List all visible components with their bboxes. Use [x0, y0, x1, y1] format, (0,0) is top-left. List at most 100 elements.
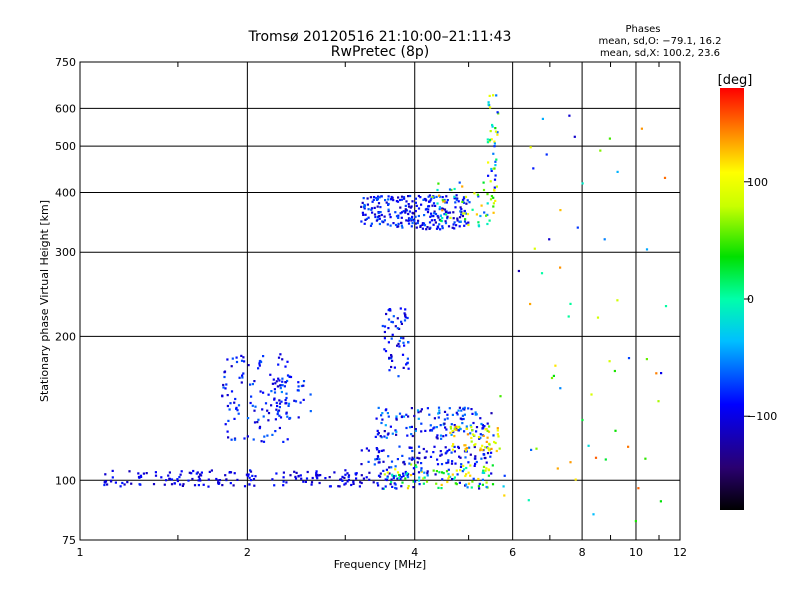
chart-title: Tromsø 20120516 21:10:00–21:11:43	[248, 29, 512, 45]
data-point	[446, 413, 449, 416]
data-point	[541, 117, 544, 120]
data-point	[347, 474, 351, 477]
data-point	[467, 471, 470, 474]
data-point	[433, 196, 436, 199]
data-point	[363, 222, 366, 225]
data-point	[477, 195, 480, 198]
data-point	[414, 197, 417, 200]
data-point	[488, 425, 491, 428]
data-point	[390, 355, 393, 358]
data-point	[384, 350, 388, 353]
data-point	[494, 160, 497, 163]
data-point	[254, 405, 257, 408]
data-point	[486, 138, 489, 141]
data-point	[455, 198, 458, 201]
data-point	[423, 456, 426, 459]
data-point	[398, 473, 401, 477]
data-point	[430, 212, 433, 215]
data-point	[429, 215, 432, 218]
data-point	[392, 222, 395, 225]
data-point	[420, 422, 423, 425]
data-point	[370, 208, 373, 211]
data-point	[218, 479, 221, 482]
data-point	[408, 210, 411, 213]
data-point	[387, 455, 390, 458]
data-point	[284, 381, 287, 384]
data-point	[535, 447, 538, 450]
data-point	[385, 201, 388, 204]
data-point	[104, 480, 108, 483]
data-point	[227, 436, 230, 439]
data-point	[443, 213, 446, 216]
data-point	[441, 217, 444, 220]
data-point	[271, 478, 274, 481]
data-point	[592, 513, 595, 516]
data-point	[404, 211, 407, 214]
data-point	[165, 479, 168, 482]
data-point	[247, 473, 250, 476]
data-point	[496, 427, 499, 430]
data-point	[464, 212, 467, 215]
data-point	[390, 481, 393, 484]
data-point	[250, 479, 253, 482]
data-point	[137, 472, 140, 475]
data-point	[444, 220, 447, 223]
data-point	[462, 464, 465, 467]
data-point	[437, 182, 440, 185]
data-point	[448, 448, 451, 451]
data-point	[644, 457, 647, 460]
data-point	[485, 481, 488, 484]
data-point	[403, 319, 407, 322]
data-point	[126, 481, 129, 484]
data-point	[404, 208, 407, 211]
data-point	[283, 385, 286, 388]
data-point	[414, 428, 417, 431]
data-point	[226, 430, 229, 433]
data-point	[581, 418, 584, 422]
data-point	[469, 474, 472, 477]
data-point	[347, 476, 350, 479]
data-point	[480, 422, 483, 426]
data-point	[559, 387, 562, 390]
data-point	[372, 481, 375, 484]
data-point	[385, 468, 388, 471]
data-point	[259, 390, 262, 393]
data-point	[455, 469, 458, 472]
data-point	[439, 219, 442, 222]
data-point	[395, 418, 398, 421]
x-tick-label: 10	[629, 546, 643, 559]
data-point	[240, 359, 244, 362]
data-point	[482, 465, 486, 468]
data-point	[275, 472, 278, 475]
data-point	[627, 357, 631, 360]
data-point	[634, 520, 637, 523]
data-point	[463, 430, 466, 433]
data-point	[192, 469, 195, 473]
data-point	[460, 213, 463, 216]
data-point	[397, 196, 400, 199]
data-point	[548, 238, 551, 241]
data-point	[154, 471, 157, 474]
data-point	[487, 103, 490, 106]
data-point	[404, 204, 407, 207]
data-point	[466, 447, 469, 450]
data-point	[377, 195, 380, 198]
data-point	[475, 430, 478, 433]
data-point	[233, 472, 236, 475]
data-point	[410, 407, 413, 410]
data-point	[197, 475, 200, 478]
data-point	[499, 395, 502, 398]
data-point	[376, 433, 379, 436]
data-point	[412, 472, 415, 475]
data-point	[426, 474, 429, 477]
data-point	[176, 479, 179, 483]
data-point	[340, 478, 343, 481]
data-point	[257, 418, 260, 421]
data-point	[251, 404, 254, 407]
data-point	[168, 471, 171, 474]
data-point	[242, 372, 245, 375]
y-axis-label: Stationary phase Virtual Height [km]	[38, 200, 51, 402]
data-point	[223, 375, 226, 379]
data-point	[406, 362, 409, 365]
data-point	[278, 402, 282, 405]
